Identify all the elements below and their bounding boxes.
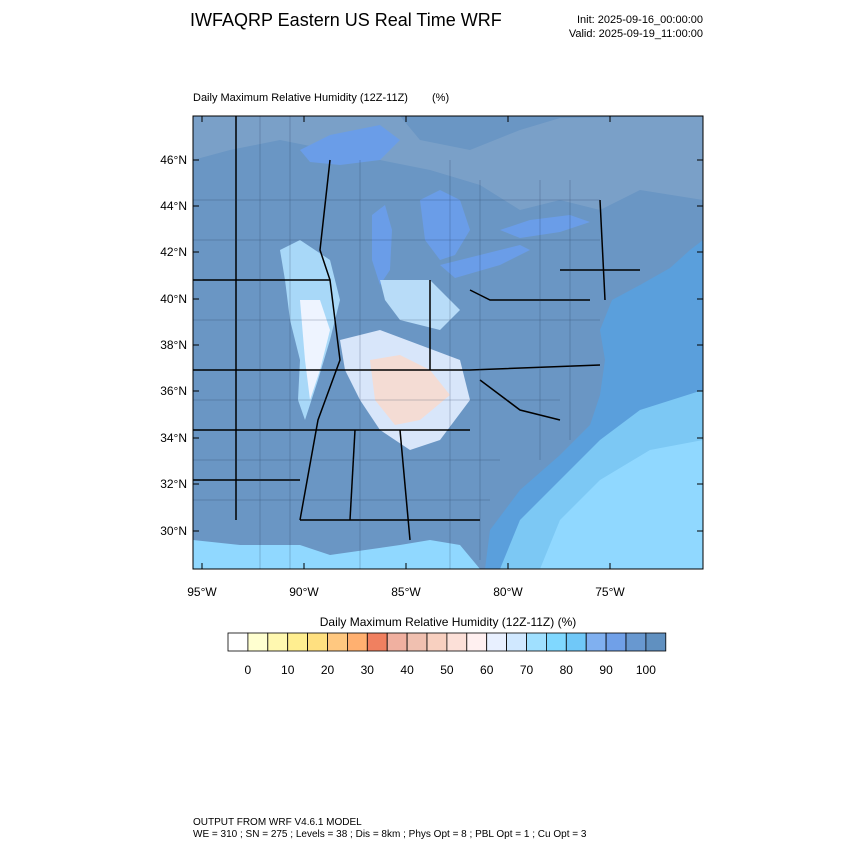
colorbar-box (605, 632, 627, 652)
map-units: (%) (432, 92, 449, 104)
map (192, 115, 704, 570)
colorbar-box (406, 632, 428, 652)
colorbar-box (346, 632, 368, 652)
valid-time: Valid: 2025-09-19_11:00:00 (569, 28, 703, 40)
lat-label: 36°N (160, 384, 187, 398)
lat-label: 46°N (160, 153, 187, 167)
colorbar-box (267, 632, 289, 652)
colorbar-label: 30 (361, 663, 375, 677)
colorbar-box (227, 632, 249, 652)
colorbar-label: 40 (400, 663, 414, 677)
colorbar-box (466, 632, 488, 652)
colorbar-label: 60 (480, 663, 494, 677)
map-title: Daily Maximum Relative Humidity (12Z-11Z… (193, 92, 408, 104)
colorbar-box (287, 632, 309, 652)
colorbar-label: 10 (281, 663, 295, 677)
lat-label: 32°N (160, 477, 187, 491)
colorbar-box (526, 632, 547, 652)
lat-label: 42°N (160, 245, 187, 259)
colorbar-box (565, 632, 587, 652)
colorbar-box (546, 632, 567, 652)
colorbar-box (446, 632, 468, 652)
colorbar-box (426, 632, 448, 652)
colorbar-box (486, 632, 508, 652)
init-time: Init: 2025-09-16_00:00:00 (577, 14, 703, 26)
lon-label: 80°W (493, 585, 523, 599)
footer-line: OUTPUT FROM WRF V4.6.1 MODEL (193, 817, 362, 828)
colorbar-box (247, 632, 269, 652)
lon-label: 75°W (595, 585, 625, 599)
lat-label: 44°N (160, 199, 187, 213)
colorbar-label: 50 (440, 663, 454, 677)
colorbar-box (366, 632, 388, 652)
colorbar-label: 90 (599, 663, 613, 677)
colorbar-box (625, 632, 647, 652)
colorbar-label: 70 (520, 663, 534, 677)
colorbar-box (585, 632, 607, 652)
lat-label: 40°N (160, 292, 187, 306)
colorbar-label: 100 (636, 663, 656, 677)
lon-label: 85°W (391, 585, 421, 599)
lat-label: 38°N (160, 338, 187, 352)
lon-label: 90°W (289, 585, 319, 599)
colorbar-box (645, 632, 667, 652)
lon-label: 95°W (187, 585, 217, 599)
lat-label: 34°N (160, 431, 187, 445)
lat-label: 30°N (160, 524, 187, 538)
colorbar-box (327, 632, 348, 652)
colorbar-box (506, 632, 527, 652)
colorbar-title: Daily Maximum Relative Humidity (12Z-11Z… (320, 615, 577, 629)
colorbar: 0 10 20 30 40 50 60 70 80 90 100 (227, 632, 667, 677)
colorbar-label: 20 (321, 663, 335, 677)
colorbar-label: 0 (245, 663, 252, 677)
colorbar-box (386, 632, 408, 652)
colorbar-box (307, 632, 328, 652)
colorbar-label: 80 (560, 663, 574, 677)
footer-line: WE = 310 ; SN = 275 ; Levels = 38 ; Dis … (193, 829, 587, 840)
page-title: IWFAQRP Eastern US Real Time WRF (190, 10, 502, 30)
